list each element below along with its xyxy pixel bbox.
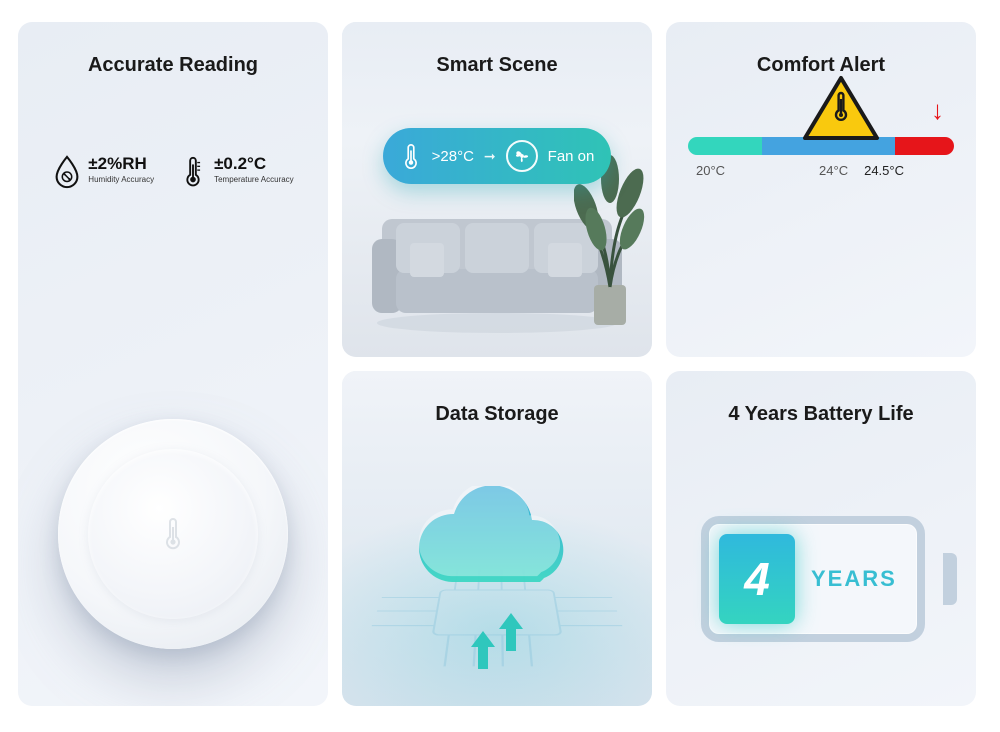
card-title-accurate: Accurate Reading	[18, 22, 328, 77]
bar-seg-cool	[688, 137, 762, 155]
action-text: Fan on	[548, 148, 595, 165]
upload-arrows-icon	[457, 601, 537, 681]
battery-graphic: 4 YEARS	[701, 516, 941, 642]
label-current: 24.5°C	[864, 163, 904, 178]
bar-seg-hot	[895, 137, 954, 155]
battery-unit: YEARS	[811, 566, 897, 592]
arrow-icon: ➞	[484, 148, 496, 165]
label-mid: 24°C	[819, 163, 848, 178]
warning-triangle-icon	[802, 75, 880, 143]
label-low: 20°C	[696, 163, 725, 178]
thermometer-icon	[178, 155, 208, 189]
humidity-value: ±2%RH	[88, 155, 154, 174]
card-battery-life: 4 Years Battery Life 4 YEARS	[666, 371, 976, 706]
fan-icon	[506, 140, 538, 172]
humidity-label: Humidity Accuracy	[88, 175, 154, 184]
temperature-label: Temperature Accuracy	[214, 175, 294, 184]
red-arrow-icon: ↓	[931, 95, 944, 126]
battery-cap	[943, 553, 957, 605]
sensor-device	[58, 419, 288, 649]
temperature-accuracy: ±0.2°C Temperature Accuracy	[178, 155, 294, 189]
card-title-battery: 4 Years Battery Life	[666, 371, 976, 426]
comfort-bar-area: ↓ 20°C 24°C 24.5°C	[666, 137, 976, 178]
card-smart-scene: Smart Scene	[342, 22, 652, 357]
battery-digit: 4	[744, 552, 770, 606]
battery-body: 4 YEARS	[701, 516, 925, 642]
card-accurate-reading: Accurate Reading ±2%RH Humidity Accuracy	[18, 22, 328, 706]
humidity-accuracy: ±2%RH Humidity Accuracy	[52, 155, 154, 189]
card-title-scene: Smart Scene	[342, 22, 652, 77]
pill-thermometer-icon	[400, 143, 422, 169]
accuracy-specs: ±2%RH Humidity Accuracy ±0.2°C Temperatu…	[18, 155, 328, 189]
bar-labels-row: 20°C 24°C 24.5°C	[688, 163, 954, 178]
card-data-storage: Data Storage	[342, 371, 652, 706]
battery-fill: 4	[719, 534, 795, 624]
feature-grid: Accurate Reading ±2%RH Humidity Accuracy	[18, 22, 982, 710]
humidity-drop-icon	[52, 155, 82, 189]
device-thermometer-icon	[162, 516, 184, 552]
temperature-value: ±0.2°C	[214, 155, 294, 174]
card-title-comfort: Comfort Alert	[666, 22, 976, 77]
automation-pill: >28°C ➞ Fan on	[383, 128, 611, 184]
condition-text: >28°C	[432, 148, 474, 165]
card-comfort-alert: Comfort Alert ↓ 20°C 24°C 24.5°C	[666, 22, 976, 357]
card-title-storage: Data Storage	[342, 371, 652, 426]
cloud-icon	[402, 486, 592, 606]
